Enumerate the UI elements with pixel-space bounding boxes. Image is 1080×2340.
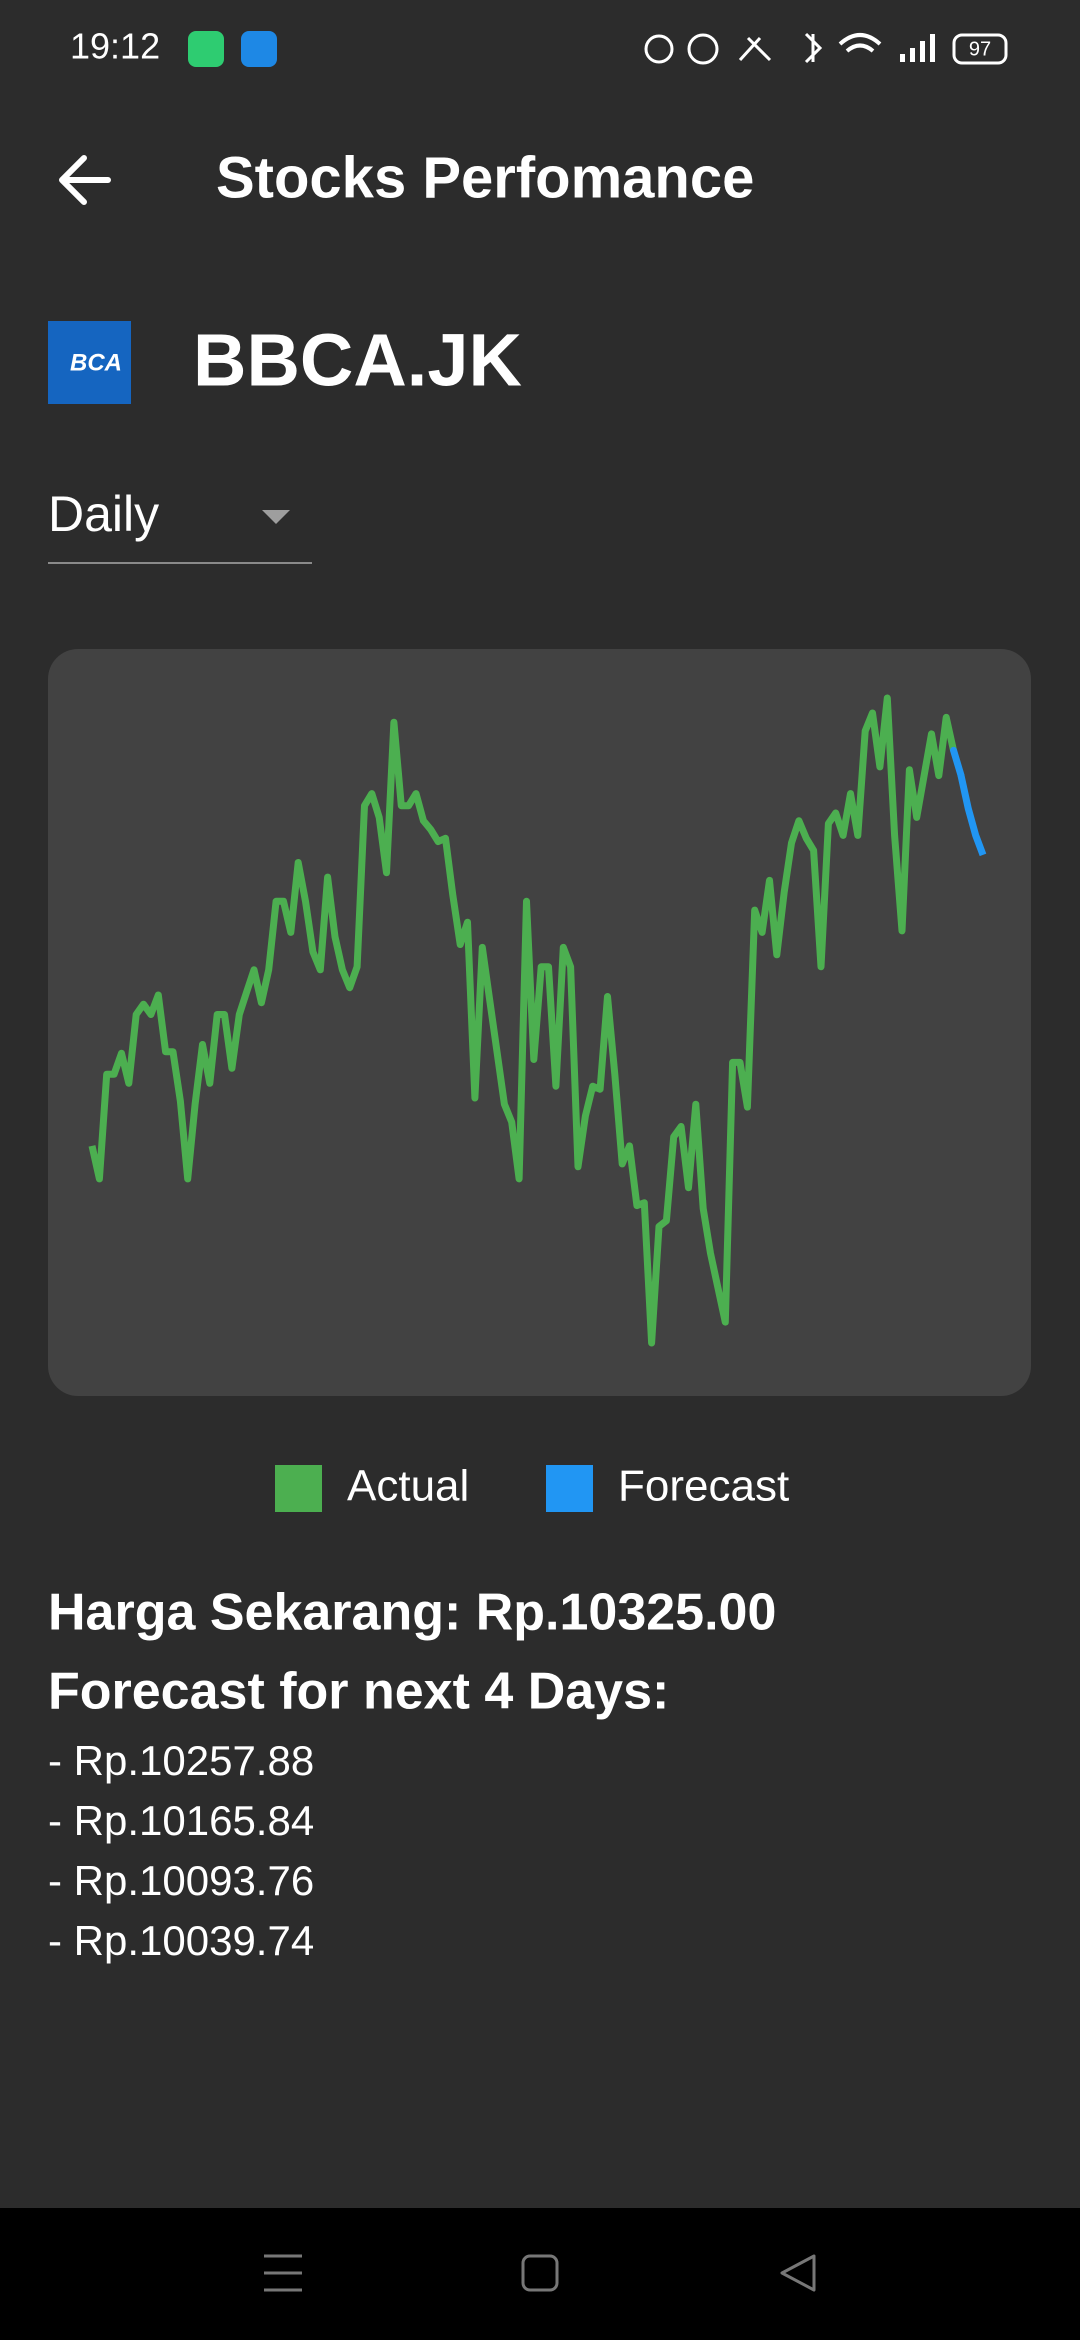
signal-bar <box>900 54 905 62</box>
status-icon <box>804 32 823 64</box>
period-dropdown[interactable]: Daily <box>48 486 312 564</box>
dropdown-underline <box>48 562 312 564</box>
forecast-item: - Rp.10093.76 <box>48 1857 314 1904</box>
battery-icon <box>952 33 1008 65</box>
forecast-item: - Rp.10165.84 <box>48 1797 314 1844</box>
status-icon <box>738 36 772 62</box>
signal-bar <box>910 48 915 62</box>
forecast-item: - Rp.10257.88 <box>48 1737 314 1784</box>
status-time: 19:12 <box>70 26 160 67</box>
legend-label: Forecast <box>618 1462 789 1511</box>
legend-label: Actual <box>347 1462 469 1511</box>
back-button[interactable] <box>59 155 111 205</box>
logo-text: BCA <box>70 349 122 376</box>
nav-bar <box>0 2208 1080 2340</box>
dropdown-value: Daily <box>48 486 159 542</box>
battery-level: 97 <box>969 38 991 60</box>
nav-back[interactable] <box>780 2254 816 2292</box>
plot <box>88 694 987 1347</box>
forecast-item: - Rp.10039.74 <box>48 1917 314 1964</box>
forecast-heading: Forecast for next 4 Days: <box>48 1663 669 1721</box>
wifi-icon <box>838 33 882 53</box>
signal-bar <box>920 41 925 62</box>
status-icon <box>241 31 277 67</box>
actual-line <box>88 694 957 1347</box>
forecast-list: - Rp.10257.88 - Rp.10165.84 - Rp.10093.76 -… <box>48 1737 314 1964</box>
status-icon <box>188 31 224 67</box>
forecast-line <box>957 774 987 857</box>
page-title: Stocks Perfomance <box>216 145 754 210</box>
stock-logo <box>48 321 131 404</box>
current-price: Harga Sekarang: Rp.10325.00 <box>48 1584 776 1642</box>
status-icon <box>644 34 674 64</box>
status-icon <box>687 33 719 65</box>
nav-menu[interactable] <box>264 2254 302 2292</box>
nav-home[interactable] <box>521 2254 559 2292</box>
legend-swatch <box>275 1465 322 1512</box>
dropdown-arrow <box>262 510 290 524</box>
signal-bar <box>930 34 935 62</box>
forecast-connector <box>950 746 965 779</box>
stock-symbol: BBCA.JK <box>193 319 522 402</box>
legend: Actual Forecast <box>275 1462 789 1512</box>
legend-swatch <box>546 1465 593 1512</box>
